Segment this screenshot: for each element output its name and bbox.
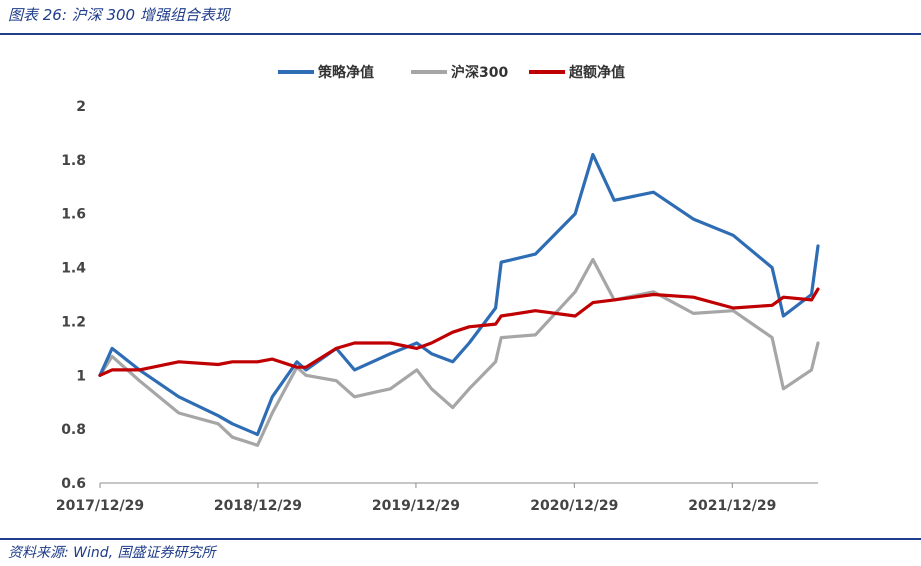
y-axis: 0.6 0.8 1 1.2 1.4 1.6 1.8 2 (61, 99, 86, 492)
x-tick-label: 2019/12/29 (372, 498, 460, 514)
x-tick-label: 2021/12/29 (688, 498, 776, 514)
y-tick-label: 1 (76, 368, 86, 384)
x-axis: 2017/12/29 2018/12/29 2019/12/29 2020/12/29… (56, 482, 818, 514)
x-tick-label: 2020/12/29 (530, 498, 618, 514)
series-layer (98, 152, 820, 447)
y-tick-label: 1.2 (61, 314, 86, 330)
bottom-rule (0, 538, 921, 540)
y-tick-label: 0.6 (61, 476, 86, 492)
y-tick-label: 0.8 (61, 422, 86, 438)
y-tick-label: 2 (76, 99, 86, 115)
legend-label-1: 沪深300 (451, 64, 508, 81)
series-line-0 (98, 152, 820, 437)
figure-title: 图表 26: 沪深 300 增强组合表现 (8, 6, 230, 24)
x-tick-label: 2017/12/29 (56, 498, 144, 514)
legend-label-2: 超额净值 (568, 64, 625, 81)
top-rule (0, 33, 921, 35)
line-chart: 策略净值 沪深300 超额净值 0.6 0.8 1 1.2 1.4 1.6 1.8 2 2017/… (56, 64, 820, 514)
y-tick-label: 1.4 (61, 261, 86, 277)
legend: 策略净值 沪深300 超额净值 (278, 64, 625, 81)
legend-label-0: 策略净值 (317, 64, 374, 81)
figure-source: 资料来源: Wind, 国盛证券研究所 (8, 545, 216, 561)
y-tick-label: 1.8 (61, 153, 86, 169)
series-line-2 (98, 287, 820, 377)
y-tick-label: 1.6 (61, 207, 86, 223)
series-line-1 (98, 257, 820, 447)
x-tick-label: 2018/12/29 (214, 498, 302, 514)
